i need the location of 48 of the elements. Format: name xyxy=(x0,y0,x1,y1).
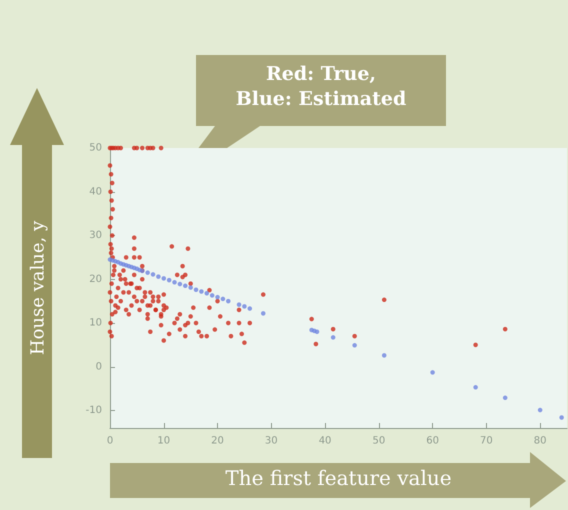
point xyxy=(382,353,386,358)
y-tick-label: 20 xyxy=(89,274,102,285)
point xyxy=(210,293,214,298)
y-tick-label: -10 xyxy=(86,405,102,416)
point xyxy=(204,291,210,296)
point xyxy=(559,415,564,420)
y-tick-label: 50 xyxy=(89,142,102,154)
y-tick-label: 0 xyxy=(96,361,102,372)
point xyxy=(166,278,172,282)
point xyxy=(188,285,193,290)
y-tick-label: 40 xyxy=(89,186,102,198)
point xyxy=(162,276,166,281)
point xyxy=(330,335,336,340)
text: Red: True, Blue: Estimated xyxy=(234,62,408,112)
point xyxy=(150,272,156,277)
point xyxy=(538,408,542,412)
x-axis-title: The first feature value xyxy=(225,466,452,490)
x-tick-label: 50 xyxy=(372,436,386,446)
point xyxy=(236,302,242,307)
point xyxy=(178,282,182,286)
point xyxy=(314,330,320,334)
point xyxy=(194,288,198,292)
y-tick-label: 10 xyxy=(89,318,102,328)
x-tick-label: 80 xyxy=(534,436,546,446)
point xyxy=(220,296,226,302)
point xyxy=(430,370,435,375)
x-tick-label: 40 xyxy=(318,436,332,446)
point xyxy=(226,298,231,304)
x-tick-label: 10 xyxy=(157,436,170,446)
point xyxy=(473,385,478,390)
y-axis-title: House value, y xyxy=(28,220,48,356)
x-tick-label: 60 xyxy=(426,436,439,446)
point xyxy=(242,304,247,309)
point xyxy=(172,280,177,285)
point xyxy=(502,396,508,400)
point xyxy=(215,294,220,300)
point xyxy=(352,343,357,348)
point xyxy=(248,306,252,311)
point xyxy=(260,311,266,316)
y-tick-label: 30 xyxy=(89,230,102,241)
point xyxy=(199,289,204,294)
point xyxy=(145,270,150,275)
x-tick-label: 70 xyxy=(480,436,493,446)
x-tick-label: 20 xyxy=(211,436,224,446)
x-tick-label: 0 xyxy=(106,436,114,446)
point xyxy=(183,284,188,288)
x-tick-label: 30 xyxy=(264,436,278,446)
point xyxy=(156,274,161,279)
